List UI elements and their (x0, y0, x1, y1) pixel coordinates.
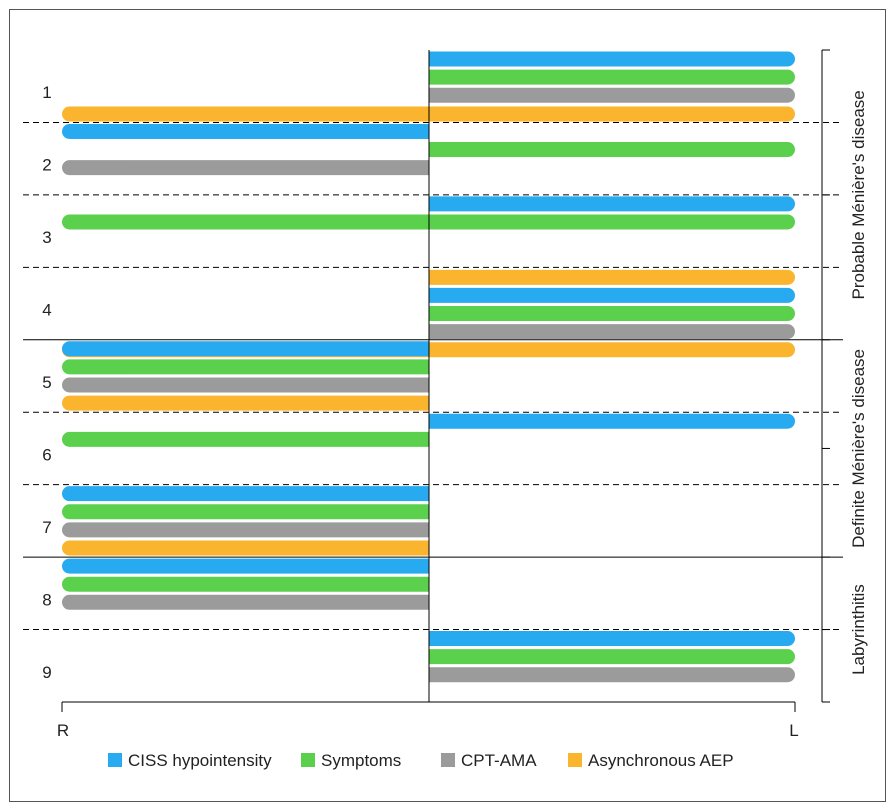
bar-p7-r-cpt-ama (62, 522, 430, 538)
bar-p5-r-asynchronous-aep (62, 395, 430, 411)
bar-p9-l-symptoms (429, 649, 796, 665)
legend-swatch-2 (441, 753, 455, 767)
bar-p6-r-symptoms (62, 431, 430, 447)
bar-p7-r-symptoms (62, 504, 430, 520)
bars (62, 51, 796, 683)
x-tick-label-r: R (57, 721, 69, 740)
bar-p1-l-asynchronous-aep (429, 106, 796, 122)
bar-p2-r-ciss-hypointensity (62, 123, 430, 139)
bar-p8-r-cpt-ama (62, 594, 430, 610)
patient-separators (23, 121, 843, 631)
bar-p1-l-cpt-ama (429, 87, 796, 103)
patient-label-3: 3 (42, 228, 51, 247)
bar-p9-l-ciss-hypointensity (429, 631, 796, 647)
group-label-1: Definite Ménière's disease (849, 349, 868, 548)
bar-p2-r-cpt-ama (62, 160, 430, 176)
legend-swatch-3 (568, 753, 582, 767)
bar-p6-l-ciss-hypointensity (429, 413, 796, 429)
patient-labels: 1 2 3 4 5 6 7 8 9 (42, 83, 51, 682)
bar-p1-l-ciss-hypointensity (429, 51, 796, 67)
bar-p5-r-ciss-hypointensity (62, 341, 430, 357)
bar-p1-r-asynchronous-aep (62, 106, 430, 122)
bar-p4-l-ciss-hypointensity (429, 287, 796, 303)
bar-p4-l-asynchronous-aep (429, 342, 796, 358)
patient-label-9: 9 (42, 663, 51, 682)
group-bracket: Probable Ménière's disease Definite Méniè… (821, 49, 868, 703)
x-tick-label-l: L (789, 721, 798, 740)
legend-swatch-0 (108, 753, 122, 767)
patient-label-1: 1 (42, 83, 51, 102)
patient-label-2: 2 (42, 156, 51, 175)
patient-label-6: 6 (42, 445, 51, 464)
bar-p5-r-symptoms (62, 359, 430, 375)
bar-p8-r-ciss-hypointensity (62, 558, 430, 574)
bar-p3-l-ciss-hypointensity (429, 196, 796, 212)
bar-p4-l-asynchronous-aep (429, 269, 796, 285)
bar-p3-r-symptoms (62, 214, 430, 230)
bar-p7-r-asynchronous-aep (62, 540, 430, 556)
legend: CISS hypointensity Symptoms CPT-AMA Asynchr… (108, 751, 734, 770)
bar-p4-l-cpt-ama (429, 324, 796, 340)
legend-label-3: Asynchronous AEP (588, 751, 734, 770)
legend-label-1: Symptoms (321, 751, 401, 770)
bar-p5-r-cpt-ama (62, 377, 430, 393)
bar-p9-l-cpt-ama (429, 667, 796, 683)
bar-p1-l-symptoms (429, 69, 796, 85)
patient-label-4: 4 (42, 301, 51, 320)
bar-p3-l-symptoms (429, 214, 796, 230)
patient-label-7: 7 (42, 518, 51, 537)
bar-p8-r-symptoms (62, 576, 430, 592)
bar-p2-l-symptoms (429, 142, 796, 158)
legend-label-0: CISS hypointensity (128, 751, 272, 770)
group-label-0: Probable Ménière's disease (849, 90, 868, 299)
patient-label-5: 5 (42, 373, 51, 392)
patient-label-8: 8 (42, 590, 51, 609)
bar-p4-l-symptoms (429, 306, 796, 322)
group-label-2: Labyrinthitis (849, 584, 868, 675)
legend-label-2: CPT-AMA (461, 751, 537, 770)
bar-p7-r-ciss-hypointensity (62, 486, 430, 502)
legend-swatch-1 (301, 753, 315, 767)
axes: R L (57, 50, 799, 740)
